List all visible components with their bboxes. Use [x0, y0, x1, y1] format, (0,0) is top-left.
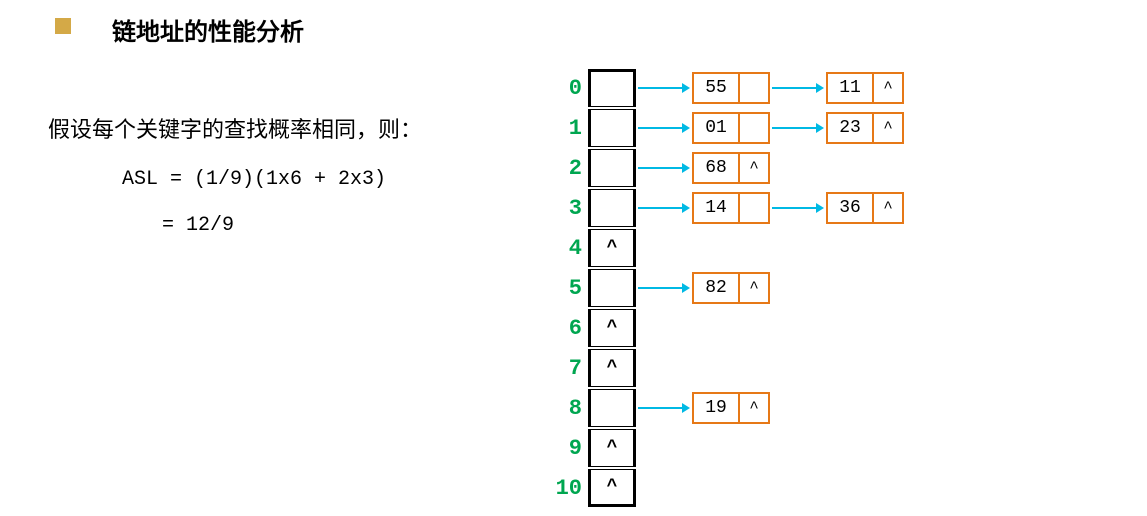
- node-value: 01: [692, 112, 740, 144]
- hash-slot: [588, 389, 636, 427]
- chain-node: 36^: [826, 192, 904, 224]
- node-pointer: ^: [874, 192, 904, 224]
- node-value: 23: [826, 112, 874, 144]
- hash-index: 0: [550, 76, 588, 101]
- node-value: 14: [692, 192, 740, 224]
- node-pointer: ^: [740, 392, 770, 424]
- chain-node: 11^: [826, 72, 904, 104]
- hash-slot: [588, 109, 636, 147]
- chain-node: 23^: [826, 112, 904, 144]
- hash-index: 8: [550, 396, 588, 421]
- page-title: 链地址的性能分析: [112, 12, 304, 47]
- chain-node: 14: [692, 192, 770, 224]
- node-pointer: ^: [740, 152, 770, 184]
- chain-node: 19^: [692, 392, 770, 424]
- hash-slot: [588, 69, 636, 107]
- node-pointer: [740, 72, 770, 104]
- hash-slot: [588, 149, 636, 187]
- hash-row: 8 19^: [550, 388, 904, 428]
- hash-index: 7: [550, 356, 588, 381]
- node-pointer: ^: [740, 272, 770, 304]
- arrow-icon: [638, 87, 690, 89]
- hash-slot: ^: [588, 429, 636, 467]
- hash-index: 4: [550, 236, 588, 261]
- arrow-icon: [772, 207, 824, 209]
- chain-node: 01: [692, 112, 770, 144]
- arrow-icon: [638, 207, 690, 209]
- node-value: 36: [826, 192, 874, 224]
- hash-slot: ^: [588, 469, 636, 507]
- node-value: 19: [692, 392, 740, 424]
- hash-slot: [588, 189, 636, 227]
- hash-row: 5 82^: [550, 268, 904, 308]
- hash-index: 10: [550, 476, 588, 501]
- chain-node: 55: [692, 72, 770, 104]
- hash-index: 1: [550, 116, 588, 141]
- hash-row: 7^: [550, 348, 904, 388]
- description-text: 假设每个关键字的查找概率相同，则：: [48, 112, 422, 144]
- arrow-icon: [638, 407, 690, 409]
- hash-row: 9^: [550, 428, 904, 468]
- hash-index: 5: [550, 276, 588, 301]
- hash-row: 0 55 11^: [550, 68, 904, 108]
- formula-line-2: = 12/9: [162, 214, 234, 237]
- hash-slot: ^: [588, 349, 636, 387]
- node-pointer: [740, 112, 770, 144]
- arrow-icon: [638, 167, 690, 169]
- hash-row: 3 14 36^: [550, 188, 904, 228]
- arrow-icon: [638, 127, 690, 129]
- hash-slot: ^: [588, 309, 636, 347]
- hash-row: 1 01 23^: [550, 108, 904, 148]
- node-value: 11: [826, 72, 874, 104]
- hash-row: 4^: [550, 228, 904, 268]
- node-pointer: ^: [874, 72, 904, 104]
- node-pointer: [740, 192, 770, 224]
- arrow-icon: [638, 287, 690, 289]
- bullet-icon: [55, 18, 71, 34]
- arrow-icon: [772, 87, 824, 89]
- hash-row: 2 68^: [550, 148, 904, 188]
- chain-node: 82^: [692, 272, 770, 304]
- node-value: 68: [692, 152, 740, 184]
- arrow-icon: [772, 127, 824, 129]
- chain-node: 68^: [692, 152, 770, 184]
- node-value: 82: [692, 272, 740, 304]
- hash-table-diagram: 05511^10123^268^31436^4^582^6^7^819^9^10…: [550, 68, 904, 508]
- hash-index: 6: [550, 316, 588, 341]
- hash-index: 2: [550, 156, 588, 181]
- hash-index: 9: [550, 436, 588, 461]
- hash-row: 6^: [550, 308, 904, 348]
- node-pointer: ^: [874, 112, 904, 144]
- hash-slot: ^: [588, 229, 636, 267]
- hash-row: 10^: [550, 468, 904, 508]
- node-value: 55: [692, 72, 740, 104]
- hash-index: 3: [550, 196, 588, 221]
- hash-slot: [588, 269, 636, 307]
- formula-line-1: ASL = (1/9)(1x6 + 2x3): [122, 168, 386, 191]
